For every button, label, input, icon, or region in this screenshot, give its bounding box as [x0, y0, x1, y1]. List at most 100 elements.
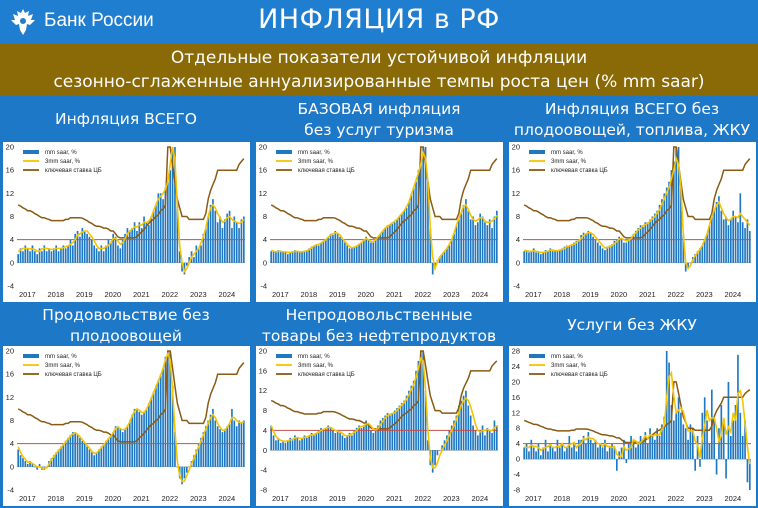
line-3mm-saar: [523, 370, 751, 465]
bar-mm-saar: [81, 228, 84, 263]
bar-mm-saar: [554, 451, 556, 460]
y-tick-label: -8: [260, 486, 267, 495]
bar-mm-saar: [117, 426, 119, 467]
bar-mm-saar: [422, 351, 425, 451]
bar-mm-saar: [715, 459, 718, 475]
bar-mm-saar: [689, 262, 692, 264]
y-tick-label: -4: [513, 282, 520, 291]
bar-mm-saar: [317, 430, 320, 451]
bar-mm-saar: [320, 242, 322, 263]
bar-mm-saar: [282, 252, 284, 263]
bar-mm-saar: [95, 452, 98, 467]
bar-mm-saar: [277, 437, 280, 451]
bar-mm-saar: [653, 213, 656, 263]
bar-mm-saar: [528, 451, 530, 460]
bar-mm-saar: [197, 248, 200, 263]
x-tick-label: 2023: [190, 290, 207, 299]
bar-mm-saar: [539, 455, 542, 460]
y-tick-label: 20: [6, 143, 14, 152]
bar-mm-saar: [157, 193, 160, 263]
bar-mm-saar: [703, 239, 706, 263]
y-tick-label: -4: [7, 486, 14, 495]
bar-mm-saar: [109, 242, 112, 263]
y-tick-label: 4: [10, 235, 14, 244]
bar-mm-saar: [386, 225, 389, 263]
bar-mm-saar: [563, 451, 566, 460]
bar-mm-saar: [145, 222, 148, 263]
bar-mm-saar: [582, 232, 585, 263]
bar-mm-saar: [412, 187, 415, 263]
bar-mm-saar: [64, 440, 67, 467]
bar-mm-saar: [270, 425, 273, 451]
bar-mm-saar: [231, 228, 233, 263]
bar-mm-saar: [216, 426, 219, 467]
bar-mm-saar: [202, 233, 205, 263]
bar-mm-saar: [675, 147, 678, 263]
y-tick-label: 8: [516, 212, 520, 221]
bar-mm-saar: [694, 254, 697, 263]
bar-mm-saar: [573, 443, 575, 460]
bar-mm-saar: [313, 245, 315, 263]
chart-4: -4 0 4 8 12 16 20 2017 2018 2019 2020 2021 2022 2023 2…: [6, 347, 245, 503]
bar-mm-saar: [706, 233, 708, 263]
bar-mm-saar: [286, 440, 289, 451]
bar-mm-saar: [193, 455, 195, 467]
x-tick-label: 2017: [19, 494, 36, 503]
bar-mm-saar: [611, 443, 613, 460]
bar-mm-saar: [556, 251, 559, 263]
bar-mm-saar: [155, 385, 157, 467]
bar-mm-saar: [351, 248, 353, 263]
bar-mm-saar: [495, 425, 498, 451]
bar-mm-saar: [620, 238, 623, 263]
bar-mm-saar: [31, 245, 34, 263]
y-tick-label: 4: [263, 235, 267, 244]
bar-mm-saar: [400, 403, 403, 451]
y-tick-label: 16: [6, 166, 14, 175]
bar-mm-saar: [114, 426, 117, 467]
bar-mm-saar: [355, 427, 358, 451]
y-tick-label: -4: [513, 470, 520, 479]
bar-mm-saar: [303, 251, 306, 263]
bar-mm-saar: [181, 262, 183, 272]
bar-mm-saar: [152, 210, 155, 263]
bar-mm-saar: [729, 435, 732, 460]
bar-mm-saar: [699, 459, 701, 467]
bar-mm-saar: [315, 432, 318, 451]
bar-mm-saar: [341, 435, 344, 451]
chart-5: -8 -4 0 4 8 12 16 20 2017 2018 2019 2020 2021 2022 202…: [259, 347, 498, 503]
bar-mm-saar: [658, 435, 661, 460]
bar-mm-saar: [424, 147, 427, 263]
bar-mm-saar: [107, 437, 110, 467]
bar-mm-saar: [105, 245, 107, 263]
bar-mm-saar: [147, 225, 150, 263]
legend-3mm-label: 3mm saar, %: [45, 159, 81, 165]
bar-mm-saar: [71, 432, 74, 467]
legend-mm-swatch: [276, 354, 292, 358]
bar-mm-saar: [327, 236, 330, 263]
y-tick-label: 20: [259, 347, 267, 356]
bar-mm-saar: [69, 239, 72, 263]
x-tick-label: 2024: [472, 494, 489, 503]
bar-mm-saar: [741, 222, 744, 263]
x-tick-label: 2023: [696, 494, 713, 503]
bar-mm-saar: [381, 418, 384, 451]
y-tick-label: 12: [259, 386, 267, 395]
bar-mm-saar: [561, 248, 564, 263]
bar-mm-saar: [623, 242, 625, 263]
bar-mm-saar: [157, 379, 160, 467]
bar-mm-saar: [169, 170, 172, 263]
bar-mm-saar: [481, 425, 484, 451]
bar-mm-saar: [308, 435, 311, 451]
bar-mm-saar: [549, 443, 552, 460]
bar-mm-saar: [83, 443, 86, 467]
bar-mm-saar: [282, 440, 284, 451]
bar-mm-saar: [33, 251, 36, 263]
bar-mm-saar: [396, 408, 398, 451]
bank-name: Банк России: [44, 10, 154, 31]
bar-mm-saar: [644, 222, 647, 263]
bar-mm-saar: [226, 426, 229, 467]
bar-mm-saar: [105, 440, 107, 467]
y-tick-label: 4: [516, 235, 520, 244]
bar-mm-saar: [166, 351, 169, 467]
bar-mm-saar: [178, 251, 181, 263]
